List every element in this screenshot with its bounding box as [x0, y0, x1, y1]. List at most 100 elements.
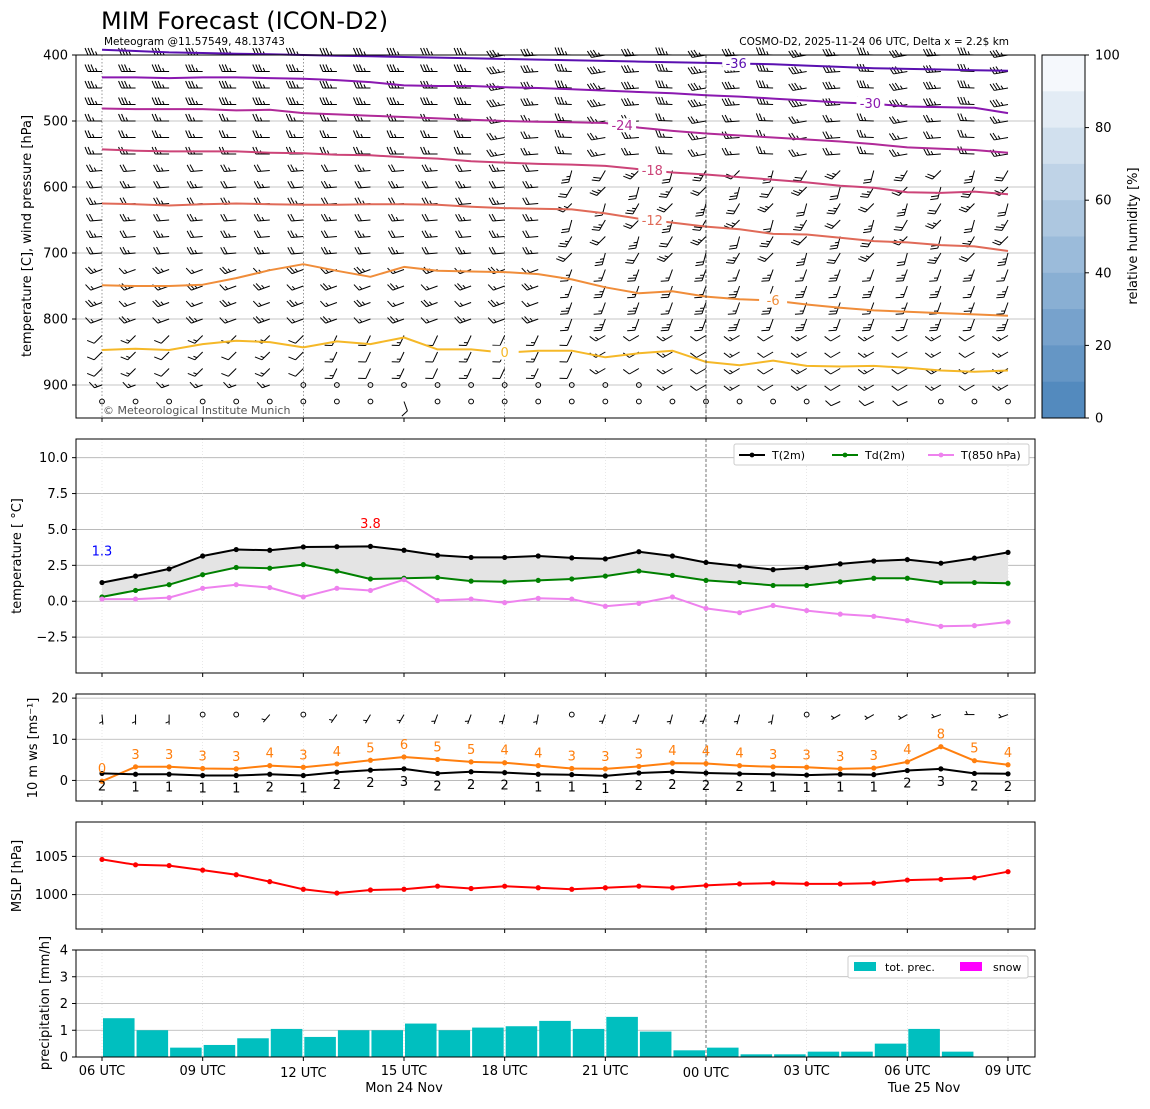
- time-tick-label: 06 UTC: [79, 1064, 125, 1079]
- series-point: [99, 596, 104, 601]
- gust-value-label: 4: [333, 745, 341, 760]
- wind-barb: [925, 379, 941, 392]
- wind-barb: [86, 197, 102, 205]
- wind-barb: [320, 81, 337, 88]
- mean-wind-value-label: 1: [232, 781, 240, 796]
- wind-barb: [555, 47, 572, 55]
- wind-barb: [892, 379, 908, 392]
- series-point: [972, 556, 977, 561]
- mslp-point: [905, 877, 910, 882]
- wind-barb: [253, 312, 269, 324]
- legend-swatch: [854, 962, 876, 971]
- wind-barb: [152, 114, 169, 121]
- wind-barb: [221, 230, 237, 238]
- mean-wind-value-label: 3: [400, 775, 408, 790]
- precip-bar: [371, 1030, 403, 1057]
- wind-barb: [929, 284, 941, 300]
- wind-barb: [358, 349, 370, 365]
- wind-barb: [152, 81, 169, 88]
- wind-barb: [594, 300, 606, 316]
- wind-barb: [923, 114, 940, 122]
- wind-barb: [621, 81, 638, 89]
- precip-ytick-label: 1: [60, 1024, 68, 1039]
- wind-barb: [827, 200, 841, 216]
- wind-barb: [695, 251, 706, 267]
- gust-value-label: 3: [769, 748, 777, 763]
- wind-barb: [397, 402, 408, 417]
- series-point: [804, 772, 809, 777]
- wind-barb: [188, 331, 203, 346]
- wind-barb: [388, 279, 404, 291]
- precip-ytick-label: 4: [60, 944, 68, 959]
- wind-barb: [388, 164, 404, 172]
- legend-label: T(850 hPa): [960, 449, 1021, 462]
- calm-circle: [1006, 399, 1011, 404]
- wind-barb: [255, 331, 270, 346]
- series-point: [502, 600, 507, 605]
- wind-barb: [353, 98, 370, 105]
- gust-value-label: 4: [668, 744, 676, 759]
- wind-barb: [455, 296, 471, 308]
- wind-barb: [560, 366, 572, 382]
- calm-circle: [435, 399, 440, 404]
- wind-barb: [760, 233, 774, 249]
- wind-barb: [823, 114, 840, 122]
- wind-barb: [758, 248, 774, 264]
- gust-value-label: 4: [1004, 746, 1012, 761]
- wind-barb: [628, 185, 639, 201]
- series-point: [670, 769, 675, 774]
- series-point: [167, 595, 172, 600]
- wind-barb: [959, 362, 975, 375]
- colorbar-swatch: [1042, 237, 1085, 274]
- series-point: [99, 580, 104, 585]
- wind-barb: [421, 65, 438, 72]
- wind-barb: [623, 362, 639, 375]
- wind-barb: [857, 146, 874, 154]
- wind-barb: [555, 97, 572, 105]
- wind-barb: [119, 81, 136, 88]
- wind-barb: [555, 113, 572, 121]
- wind-barb: [396, 713, 404, 723]
- wind-barb: [724, 166, 740, 182]
- wind-barb: [994, 167, 1008, 183]
- precip-bar: [573, 1029, 605, 1057]
- wind-barb: [288, 347, 303, 362]
- series-point: [972, 771, 977, 776]
- wind-barb: [695, 202, 706, 218]
- wind-barb: [86, 312, 102, 324]
- wind-barb: [990, 114, 1008, 124]
- wind-barb: [957, 130, 974, 138]
- wind-barb: [625, 250, 639, 266]
- wind-barb: [927, 250, 941, 266]
- wind-barb: [119, 114, 136, 121]
- wind-barb: [358, 333, 370, 349]
- gust-value-label: 5: [467, 743, 475, 758]
- series-point: [938, 744, 943, 749]
- wind-barb: [321, 213, 337, 221]
- wind-barb: [87, 331, 102, 346]
- time-tick-label: 00 UTC: [683, 1066, 729, 1081]
- temperature-ytick-label: −2.5: [36, 631, 68, 646]
- series-point: [737, 610, 742, 615]
- temperature-ytick-label: 10.0: [39, 451, 68, 466]
- wind-barb: [220, 296, 236, 308]
- wind-barb: [661, 267, 673, 283]
- mean-wind-value-label: 2: [467, 778, 475, 793]
- wind-barb: [592, 217, 606, 233]
- wind-barb: [521, 147, 538, 155]
- wind-ytick-label: 0: [60, 774, 68, 789]
- gust-value-label: 8: [937, 728, 945, 743]
- wind-barb: [187, 213, 203, 221]
- wind-barb: [219, 65, 236, 72]
- wind-barb: [757, 379, 773, 392]
- mean-wind-value-label: 2: [433, 779, 441, 794]
- wind-barb: [253, 114, 270, 121]
- wind-barb: [587, 131, 605, 141]
- wind-barb: [459, 333, 471, 349]
- wind-barb: [119, 312, 135, 324]
- wind-ylabel: 10 m ws [ms⁻¹]: [26, 698, 41, 799]
- wind-barb: [459, 349, 471, 365]
- wind-barb: [657, 379, 673, 392]
- wind-barb: [925, 329, 941, 342]
